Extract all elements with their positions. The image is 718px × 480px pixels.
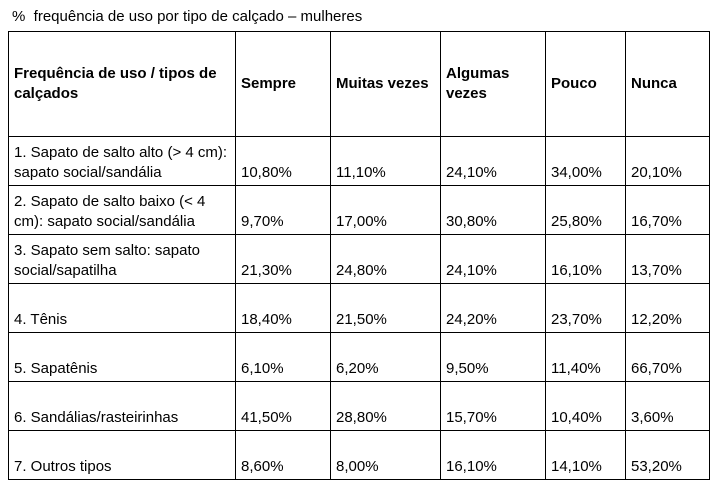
cell-nunca: 53,20% — [625, 430, 710, 480]
row-label: 7. Outros tipos — [8, 430, 236, 480]
header-algumas-vezes: Algumas vezes — [440, 31, 546, 137]
cell-pouco: 25,80% — [545, 185, 626, 235]
cell-algumas-vezes: 24,20% — [440, 283, 546, 333]
cell-pouco: 14,10% — [545, 430, 626, 480]
table-row: 2. Sapato de salto baixo (< 4 cm): sapat… — [8, 185, 710, 235]
cell-nunca: 12,20% — [625, 283, 710, 333]
cell-sempre: 41,50% — [235, 381, 331, 431]
row-label: 6. Sandálias/rasteirinhas — [8, 381, 236, 431]
table-row: 3. Sapato sem salto: sapato social/sapat… — [8, 234, 710, 284]
row-label: 4. Tênis — [8, 283, 236, 333]
cell-algumas-vezes: 15,70% — [440, 381, 546, 431]
table-row: 4. Tênis 18,40% 21,50% 24,20% 23,70% 12,… — [8, 283, 710, 333]
cell-sempre: 10,80% — [235, 136, 331, 186]
cell-pouco: 23,70% — [545, 283, 626, 333]
cell-algumas-vezes: 30,80% — [440, 185, 546, 235]
row-label: 2. Sapato de salto baixo (< 4 cm): sapat… — [8, 185, 236, 235]
frequency-table: Frequência de uso / tipos de calçados Se… — [8, 31, 710, 480]
header-muitas-vezes: Muitas vezes — [330, 31, 441, 137]
table-row: 5. Sapatênis 6,10% 6,20% 9,50% 11,40% 66… — [8, 332, 710, 382]
cell-muitas-vezes: 21,50% — [330, 283, 441, 333]
row-label: 5. Sapatênis — [8, 332, 236, 382]
cell-sempre: 18,40% — [235, 283, 331, 333]
cell-muitas-vezes: 11,10% — [330, 136, 441, 186]
cell-algumas-vezes: 9,50% — [440, 332, 546, 382]
cell-nunca: 13,70% — [625, 234, 710, 284]
cell-nunca: 3,60% — [625, 381, 710, 431]
cell-muitas-vezes: 8,00% — [330, 430, 441, 480]
cell-sempre: 9,70% — [235, 185, 331, 235]
cell-algumas-vezes: 24,10% — [440, 234, 546, 284]
cell-nunca: 16,70% — [625, 185, 710, 235]
cell-muitas-vezes: 28,80% — [330, 381, 441, 431]
row-label: 1. Sapato de salto alto (> 4 cm): sapato… — [8, 136, 236, 186]
cell-nunca: 66,70% — [625, 332, 710, 382]
table-row: 7. Outros tipos 8,60% 8,00% 16,10% 14,10… — [8, 430, 710, 480]
header-nunca: Nunca — [625, 31, 710, 137]
cell-pouco: 16,10% — [545, 234, 626, 284]
cell-pouco: 10,40% — [545, 381, 626, 431]
cell-muitas-vezes: 24,80% — [330, 234, 441, 284]
table-row: 1. Sapato de salto alto (> 4 cm): sapato… — [8, 136, 710, 186]
cell-sempre: 6,10% — [235, 332, 331, 382]
cell-sempre: 21,30% — [235, 234, 331, 284]
header-frequency-type: Frequência de uso / tipos de calçados — [8, 31, 236, 137]
cell-nunca: 20,10% — [625, 136, 710, 186]
header-sempre: Sempre — [235, 31, 331, 137]
cell-algumas-vezes: 16,10% — [440, 430, 546, 480]
cell-pouco: 11,40% — [545, 332, 626, 382]
header-pouco: Pouco — [545, 31, 626, 137]
cell-algumas-vezes: 24,10% — [440, 136, 546, 186]
cell-muitas-vezes: 17,00% — [330, 185, 441, 235]
row-label: 3. Sapato sem salto: sapato social/sapat… — [8, 234, 236, 284]
table-caption: % frequência de uso por tipo de calçado … — [12, 8, 363, 25]
cell-sempre: 8,60% — [235, 430, 331, 480]
cell-muitas-vezes: 6,20% — [330, 332, 441, 382]
cell-pouco: 34,00% — [545, 136, 626, 186]
table-row: 6. Sandálias/rasteirinhas 41,50% 28,80% … — [8, 381, 710, 431]
table-header-row: Frequência de uso / tipos de calçados Se… — [8, 31, 710, 137]
